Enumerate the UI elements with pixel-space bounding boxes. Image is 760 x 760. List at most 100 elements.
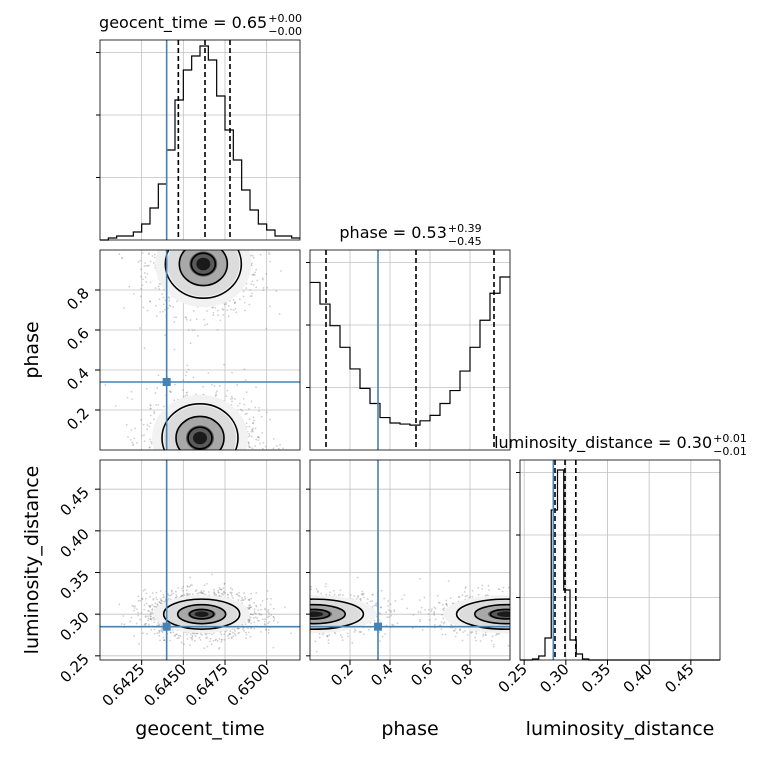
sample-point (217, 473, 219, 475)
sample-point (198, 238, 200, 240)
sample-point (245, 629, 247, 631)
sample-point (134, 605, 137, 608)
sample-point (149, 403, 152, 406)
sample-point (176, 222, 178, 224)
sample-point (259, 617, 261, 619)
sample-point (217, 647, 220, 650)
sample-point (123, 238, 125, 240)
sample-point (135, 608, 138, 611)
sample-point (359, 599, 362, 602)
sample-point (248, 408, 250, 410)
sample-point (218, 586, 221, 589)
sample-point (186, 474, 188, 476)
sample-point (226, 309, 229, 311)
sample-point (204, 469, 206, 471)
sample-point (302, 603, 304, 605)
sample-point (228, 472, 230, 474)
sample-point (190, 451, 192, 453)
sample-point (149, 260, 152, 263)
sample-point (175, 633, 177, 636)
sample-point (189, 467, 191, 469)
sample-point (203, 247, 205, 249)
sample-point (222, 461, 224, 463)
sample-point (248, 599, 251, 601)
sample-point (223, 363, 226, 366)
sample-point (244, 309, 246, 312)
sample-point (180, 244, 182, 246)
sample-point (194, 590, 197, 593)
sample-point (184, 245, 186, 247)
sample-point (183, 643, 185, 646)
sample-point (307, 627, 309, 629)
sample-point (162, 593, 165, 596)
sample-point (248, 418, 251, 421)
sample-point (257, 594, 259, 596)
hist-bar (192, 56, 200, 240)
sample-point (219, 452, 221, 454)
sample-point (277, 447, 280, 450)
sample-point (215, 490, 217, 492)
sample-point (372, 593, 375, 596)
sample-point (173, 236, 175, 238)
sample-point (200, 591, 203, 594)
sample-point (283, 601, 285, 603)
sample-point (254, 235, 256, 237)
sample-point (240, 408, 242, 411)
sample-point (163, 242, 165, 244)
sample-point (212, 234, 214, 236)
sample-point (135, 622, 138, 625)
sample-point (207, 237, 209, 239)
sample-point (240, 230, 242, 232)
sample-point (163, 237, 165, 239)
sample-point (184, 394, 187, 397)
sample-point (162, 310, 164, 313)
sample-point (199, 222, 201, 224)
sample-point (208, 231, 210, 233)
hist-panel-geocent_time: geocent_time = 0.65 +0.00−0.00 (96, 12, 302, 241)
sample-point (211, 452, 213, 454)
sample-point (148, 623, 150, 626)
sample-point (175, 453, 177, 455)
sample-point (277, 597, 279, 599)
sample-point (125, 423, 128, 426)
sample-point (156, 632, 159, 635)
sample-point (245, 633, 248, 636)
sample-point (263, 622, 266, 625)
title-upper-error: +0.00 (268, 12, 302, 25)
sample-point (294, 615, 296, 617)
sample-point (293, 609, 295, 611)
sample-point (248, 425, 251, 428)
sample-point (220, 247, 222, 249)
sample-point (149, 422, 152, 425)
sample-point (145, 387, 148, 390)
sample-point (242, 599, 245, 602)
sample-point (149, 618, 152, 621)
sample-point (185, 316, 188, 319)
sample-point (167, 307, 170, 310)
sample-point (390, 614, 392, 617)
sample-point (240, 242, 242, 244)
sample-point (176, 478, 178, 480)
sample-point (186, 247, 188, 249)
sample-point (210, 499, 212, 501)
sample-point (189, 644, 191, 647)
sample-point (360, 593, 363, 596)
sample-point (215, 475, 217, 477)
sample-point (214, 464, 216, 466)
sample-point (214, 394, 217, 397)
sample-point (140, 288, 143, 290)
sample-point (242, 295, 245, 298)
sample-point (380, 606, 382, 609)
sample-point (182, 455, 184, 457)
sample-point (291, 621, 293, 623)
sample-point (265, 272, 268, 275)
sample-point (212, 465, 214, 467)
sample-point (230, 636, 233, 639)
sample-point (197, 334, 199, 337)
sample-point (137, 614, 140, 617)
sample-point (197, 476, 199, 478)
sample-point (289, 607, 291, 609)
sample-point (189, 215, 191, 217)
sample-point (206, 237, 208, 239)
sample-point (305, 610, 307, 612)
